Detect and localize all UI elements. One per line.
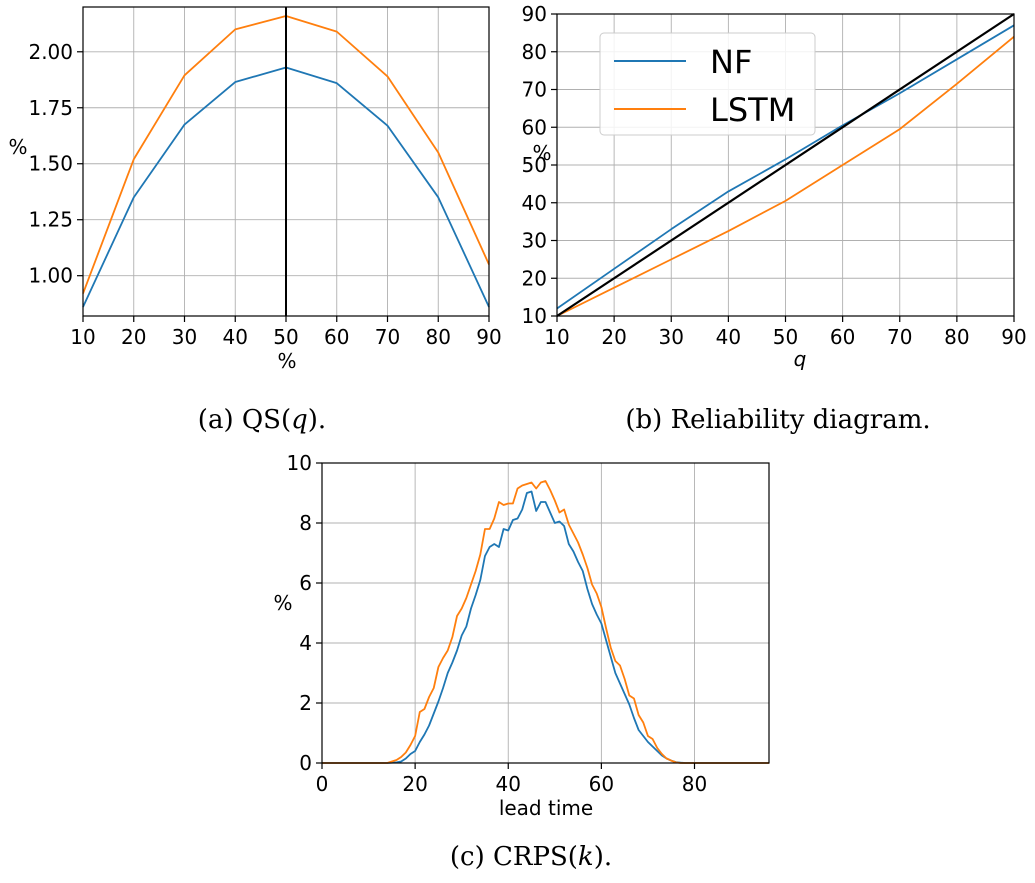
y-tick-label: 60 (522, 115, 547, 139)
y-tick-label: 50 (522, 153, 547, 177)
x-tick-label: 20 (601, 325, 626, 349)
chart-b-xlabel: q (794, 347, 807, 371)
chart-a-ticks: 10 20 30 40 50 60 70 80 90 1.00 1.25 1.50 1.75 2.00 (28, 40, 501, 349)
y-tick-label: 6 (299, 571, 312, 595)
x-tick-label: 70 (887, 325, 912, 349)
x-tick-label: 60 (324, 325, 349, 349)
chart-b-ylabel: % (532, 141, 551, 165)
x-tick-label: 40 (223, 325, 248, 349)
chart-b-series (556, 13, 1015, 317)
y-tick-label: 0 (299, 751, 312, 775)
chart-c-series (322, 480, 769, 764)
x-tick-label: 80 (426, 325, 451, 349)
chart-a-xlabel: % (277, 349, 296, 373)
x-tick-label: 60 (830, 325, 855, 349)
x-tick-label: 60 (589, 772, 614, 796)
x-tick-label: 90 (1001, 325, 1026, 349)
x-tick-label: 40 (496, 772, 521, 796)
chart-c-ticks: 0 20 40 60 80 0 2 4 6 8 10 (287, 451, 708, 796)
x-tick-label: 80 (682, 772, 707, 796)
x-tick-label: 30 (659, 325, 684, 349)
y-tick-label: 90 (522, 2, 547, 26)
x-tick-label: 30 (172, 325, 197, 349)
y-tick-label: 30 (522, 229, 547, 253)
chart-c-xlabel: lead time (499, 796, 593, 820)
y-tick-label: 2.00 (28, 40, 73, 64)
y-tick-label: 1.25 (28, 208, 73, 232)
y-tick-label: 80 (522, 40, 547, 64)
chart-c-ylabel: % (273, 591, 292, 615)
chart-c-caption: (c) CRPS(k). (450, 842, 612, 872)
y-tick-label: 40 (522, 191, 547, 215)
series-line-nf (556, 24, 1015, 310)
y-tick-label: 70 (522, 78, 547, 102)
chart-a: 10 20 30 40 50 60 70 80 90 1.00 1.25 1.50 1.75 2.00 %… (8, 6, 502, 435)
x-tick-label: 10 (544, 325, 569, 349)
x-tick-label: 70 (375, 325, 400, 349)
y-tick-label: 10 (287, 451, 312, 475)
y-tick-label: 1.00 (28, 264, 73, 288)
x-tick-label: 40 (716, 325, 741, 349)
y-tick-label: 20 (522, 266, 547, 290)
chart-c-grid (321, 462, 769, 764)
x-tick-label: 90 (476, 325, 501, 349)
series-line-lstm (556, 35, 1015, 317)
chart-a-caption: (a) QS(q). (198, 405, 326, 435)
x-tick-label: 20 (402, 772, 427, 796)
legend-lstm-label: LSTM (710, 91, 795, 129)
x-tick-label: 50 (773, 325, 798, 349)
chart-b: 10 20 30 40 50 60 70 80 90 10 20 30 40 50 60 70 80 90 NF … (522, 2, 1027, 435)
x-tick-label: 20 (121, 325, 146, 349)
x-tick-label: 10 (70, 325, 95, 349)
series-line-nf (322, 490, 769, 764)
chart-a-series (82, 7, 490, 316)
chart-c-frame (321, 462, 770, 764)
y-tick-label: 1.50 (28, 152, 73, 176)
series-line-lstm (322, 480, 769, 764)
y-tick-label: 10 (522, 304, 547, 328)
y-tick-label: 4 (299, 631, 312, 655)
chart-a-ylabel: % (8, 135, 27, 159)
chart-b-ticks: 10 20 30 40 50 60 70 80 90 10 20 30 40 50 60 70 80 90 (522, 2, 1027, 349)
perfect-calibration-line (556, 13, 1015, 317)
y-tick-label: 8 (299, 511, 312, 535)
x-tick-label: 50 (273, 325, 298, 349)
chart-b-legend: NF LSTM (599, 32, 816, 136)
x-tick-label: 80 (944, 325, 969, 349)
chart-b-caption: (b) Reliability diagram. (625, 405, 930, 435)
y-tick-label: 1.75 (28, 96, 73, 120)
chart-c: 0 20 40 60 80 0 2 4 6 8 10 lead time % (c) CRPS(k)… (273, 451, 770, 872)
legend-nf-label: NF (710, 43, 752, 81)
x-tick-label: 0 (316, 772, 329, 796)
y-tick-label: 2 (299, 691, 312, 715)
